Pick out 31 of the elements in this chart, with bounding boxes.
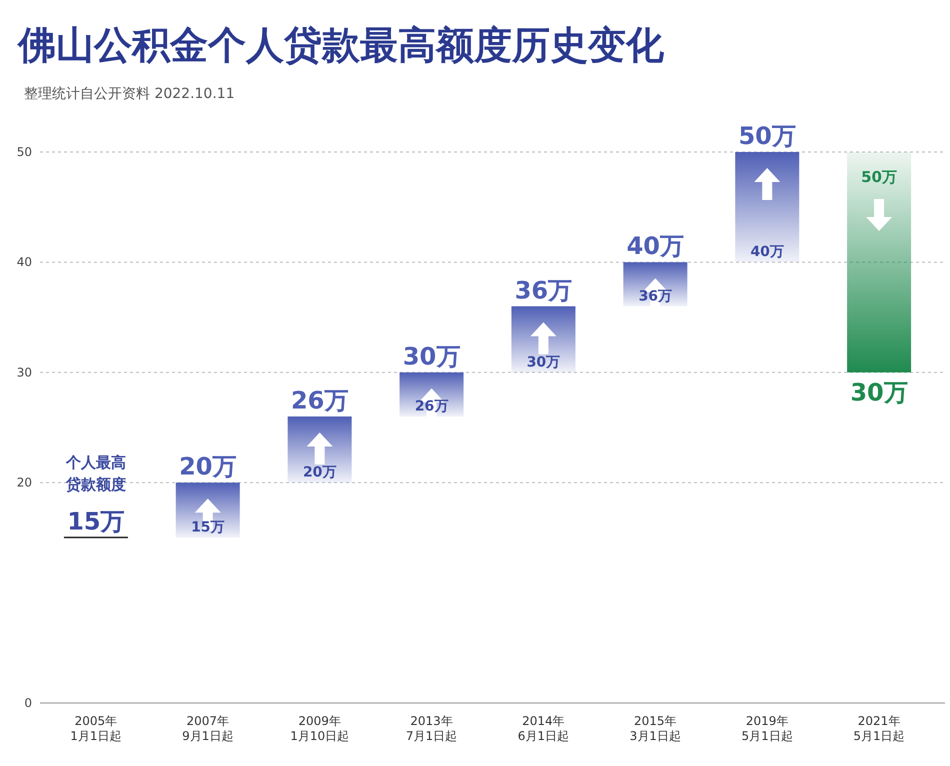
annotation: 26万	[414, 398, 448, 414]
annotation: 20万	[302, 464, 336, 481]
data-label: 26万	[290, 386, 348, 414]
data-label: 30万	[402, 342, 460, 370]
data-label: 15万	[67, 508, 125, 536]
data-label: 36万	[514, 276, 572, 304]
annotation: 30万	[526, 354, 560, 370]
annotation: 个人最高贷款额度	[64, 454, 126, 494]
annotation: 36万	[638, 288, 672, 304]
y-tick-label: 40	[16, 255, 32, 270]
x-tick-label: 2005年 1月1日起	[70, 714, 122, 743]
y-tick-label: 20	[16, 476, 32, 490]
x-tick-label: 2019年 5月1日起	[742, 714, 793, 743]
chart-subtitle: 整理统计自公开资料 2022.10.11	[24, 86, 235, 102]
annotation: 15万	[191, 520, 225, 536]
x-tick-label: 2021年 5月1日起	[853, 714, 905, 743]
x-tick-label: 2013年 7月1日起	[406, 714, 458, 743]
data-label: 30万	[850, 378, 908, 406]
y-tick-label: 30	[16, 365, 32, 380]
annotation: 50万	[861, 168, 897, 186]
data-label: 40万	[626, 232, 684, 260]
y-tick-label: 0	[24, 696, 32, 710]
x-tick-label: 2014年 6月1日起	[518, 714, 570, 743]
x-tick-label: 2009年 1月10日起	[290, 714, 350, 743]
x-tick-label: 2007年 9月1日起	[182, 714, 234, 743]
data-label: 20万	[179, 452, 237, 481]
data-label: 50万	[738, 122, 796, 150]
chart-title: 佛山公积金个人贷款最高额度历史变化	[16, 23, 665, 67]
x-tick-label: 2015年 3月1日起	[630, 714, 681, 743]
y-tick-label: 50	[16, 145, 32, 159]
annotation: 40万	[750, 244, 784, 260]
